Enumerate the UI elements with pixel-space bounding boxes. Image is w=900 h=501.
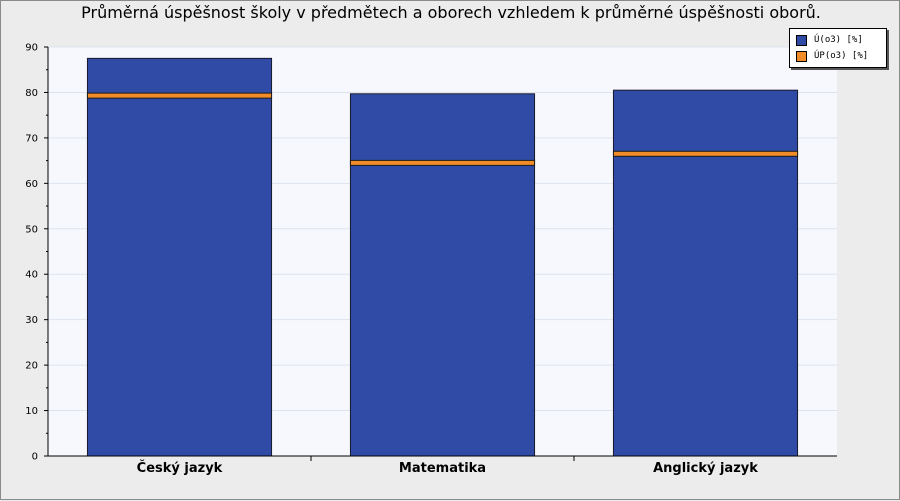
legend-swatch-series-1 [796,34,807,46]
bar-series-1 [349,93,536,457]
y-tick-label: 10 [25,406,38,417]
y-tick-label: 20 [25,361,38,372]
y-tick-label: 60 [25,179,38,190]
x-category-label: Anglický jazyk [653,461,758,476]
legend-item-series-1: Ú(o3) [%] [796,34,863,46]
y-tick-label: 40 [25,270,38,281]
y-tick-label: 70 [25,133,38,144]
bar-series-1 [86,57,273,457]
legend-swatch-series-2 [796,50,807,62]
y-tick-label: 30 [25,315,38,326]
legend-label-series-2: ÚP(o3) [%] [814,51,869,61]
marker-series-2 [86,92,273,99]
x-category-label: Český jazyk [137,460,223,476]
bar-series-1 [612,89,799,457]
y-tick-label: 50 [25,224,38,235]
y-tick-label: 80 [25,88,38,99]
marker-series-2 [612,150,799,157]
legend-item-series-2: ÚP(o3) [%] [796,50,868,62]
x-category-label: Matematika [399,461,486,476]
legend-label-series-1: Ú(o3) [%] [814,35,863,45]
chart-title: Průměrná úspěšnost školy v předmětech a … [81,3,821,22]
y-tick-label: 0 [32,452,38,463]
y-tick-label: 90 [25,43,38,54]
marker-series-2 [349,159,536,166]
legend: Ú(o3) [%] ÚP(o3) [%] [789,28,887,68]
